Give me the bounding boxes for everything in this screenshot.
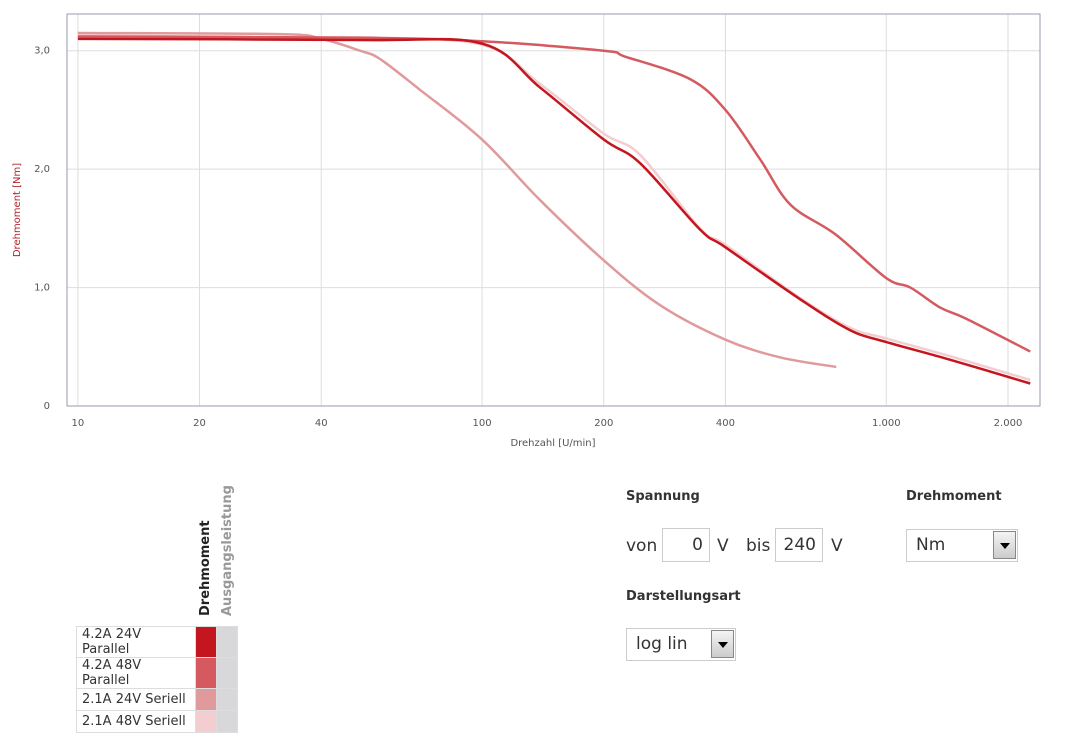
x-tick-label: 20 xyxy=(193,418,206,429)
unit: V xyxy=(717,536,729,556)
legend-label: 4.2A 24V Parallel xyxy=(76,626,196,658)
y-tick-label: 1,0 xyxy=(34,283,50,294)
legend-swatch[interactable] xyxy=(195,657,217,689)
data-line xyxy=(77,31,837,369)
y-tick-label: 0 xyxy=(44,401,50,412)
legend-swatch[interactable] xyxy=(195,688,217,711)
x-tick-label: 200 xyxy=(594,418,613,429)
legend-label: 2.1A 48V Seriell xyxy=(76,710,196,733)
data-line xyxy=(77,37,1031,385)
select-arrow[interactable] xyxy=(993,531,1016,559)
select-arrow[interactable] xyxy=(711,630,734,658)
legend-swatch[interactable] xyxy=(195,626,217,658)
x-tick-label: 40 xyxy=(315,418,328,429)
label: bis xyxy=(746,536,771,556)
x-tick-label: 10 xyxy=(71,418,84,429)
y-axis-label: Drehmoment [Nm] xyxy=(12,163,23,257)
x-tick-label: 2.000 xyxy=(994,418,1023,429)
data-line xyxy=(77,34,1031,382)
x-axis-label: Drehzahl [U/min] xyxy=(510,438,595,449)
y-tick-label: 3,0 xyxy=(34,46,50,57)
plot-frame xyxy=(66,13,1041,407)
x-tick-label: 400 xyxy=(716,418,735,429)
legend-row: 2.1A 48V Seriell xyxy=(76,710,238,733)
legend-swatch[interactable] xyxy=(195,710,217,733)
select-value: Nm xyxy=(916,535,946,555)
label: Drehmoment xyxy=(906,489,1002,504)
legend-swatch-empty xyxy=(216,710,238,733)
chart: Drehmoment [Nm] Drehzahl [U/min] 0 1,0 2,0… xyxy=(12,13,1041,449)
legend-label: 4.2A 48V Parallel xyxy=(76,657,196,689)
select[interactable]: Nm xyxy=(906,529,1018,562)
input[interactable]: 240 xyxy=(775,528,823,562)
legend-swatch-empty xyxy=(216,657,238,689)
input[interactable]: 0 xyxy=(662,528,710,562)
select[interactable]: log lin xyxy=(626,628,736,661)
legend-column: Ausgangsleistung xyxy=(220,485,235,616)
unit: V xyxy=(831,536,843,556)
legend-row: 4.2A 48V Parallel xyxy=(76,657,238,689)
x-tick-label: 100 xyxy=(473,418,492,429)
legend-label: 2.1A 24V Seriell xyxy=(76,688,196,711)
legend-column: Drehmoment xyxy=(198,520,213,616)
legend-swatch-empty xyxy=(216,626,238,658)
legend-row: 4.2A 24V Parallel xyxy=(76,626,238,658)
label: Spannung xyxy=(626,489,700,504)
data-line xyxy=(77,35,1031,353)
x-tick-label: 1.000 xyxy=(872,418,901,429)
label: von xyxy=(626,536,658,556)
select-value: log lin xyxy=(636,634,688,654)
legend-swatch-empty xyxy=(216,688,238,711)
y-tick-label: 2,0 xyxy=(34,164,50,175)
legend: 4.2A 24V Parallel 4.2A 48V Parallel 2.1A 2… xyxy=(76,626,238,733)
label: Darstellungsart xyxy=(626,589,741,604)
legend-row: 2.1A 24V Seriell xyxy=(76,688,238,711)
